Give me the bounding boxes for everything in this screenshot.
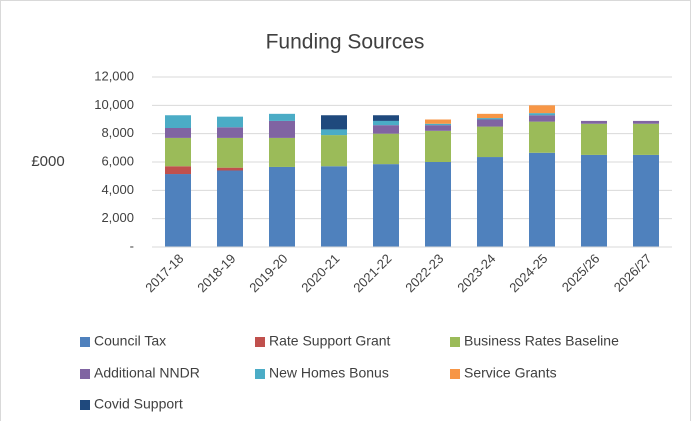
bar-segment: [425, 125, 451, 131]
bar-segment: [477, 126, 503, 158]
bar-segment: [217, 116, 243, 128]
bar-segment: [581, 154, 607, 247]
legend-label: Business Rates Baseline: [464, 333, 619, 349]
legend-swatch: [255, 369, 265, 379]
legend-swatch: [80, 337, 90, 347]
y-tick-label: 8,000: [101, 125, 134, 140]
legend-label: Rate Support Grant: [269, 333, 391, 349]
bar-segment: [425, 123, 451, 126]
bar-segment: [321, 129, 347, 136]
bar-segment: [477, 119, 503, 127]
bar-segment: [165, 115, 191, 128]
bar-segment: [373, 120, 399, 126]
bar-segment: [165, 137, 191, 167]
bar-segment: [269, 166, 295, 247]
legend-swatch: [450, 337, 460, 347]
legend-label: Council Tax: [94, 333, 166, 349]
bar-segment: [633, 154, 659, 247]
bar-segment: [165, 128, 191, 138]
bar-segment: [217, 167, 243, 171]
bar-segment: [633, 123, 659, 155]
bar-segment: [165, 174, 191, 247]
bar-segment: [425, 162, 451, 247]
legend-swatch: [80, 369, 90, 379]
bar-segment: [477, 157, 503, 247]
bar-segment: [269, 120, 295, 138]
bar-segment: [269, 113, 295, 121]
bar-segment: [477, 113, 503, 119]
legend-swatch: [450, 369, 460, 379]
bar-segment: [165, 166, 191, 175]
bar-segment: [529, 152, 555, 247]
bar-segment: [581, 123, 607, 155]
bar-segment: [477, 118, 503, 120]
y-tick-label: 2,000: [101, 210, 134, 225]
bar-segment: [529, 105, 555, 114]
bar-segment: [633, 120, 659, 124]
legend-label: Covid Support: [94, 396, 183, 412]
bar-segment: [217, 137, 243, 168]
chart-title: Funding Sources: [266, 31, 425, 54]
y-tick-label: 6,000: [101, 153, 134, 168]
legend-swatch: [80, 400, 90, 410]
bar-segment: [529, 121, 555, 153]
y-tick-label: 12,000: [94, 68, 134, 83]
bar-segment: [321, 135, 347, 167]
bar-segment: [581, 120, 607, 124]
y-tick-label: -: [130, 238, 134, 253]
bar-segment: [269, 137, 295, 167]
bar-segment: [373, 164, 399, 247]
bar-segment: [321, 166, 347, 247]
bar-segment: [425, 119, 451, 124]
bar-segment: [217, 170, 243, 247]
legend-label: Service Grants: [464, 365, 557, 381]
legend-label: Additional NNDR: [94, 365, 200, 381]
bar-segment: [529, 113, 555, 116]
bar-segment: [373, 133, 399, 165]
legend-label: New Homes Bonus: [269, 365, 389, 381]
bar-segment: [373, 125, 399, 134]
y-axis-label: £000: [31, 153, 64, 170]
bar-segment: [529, 115, 555, 122]
bar-segment: [217, 127, 243, 138]
bar-segment: [373, 115, 399, 121]
legend-swatch: [255, 337, 265, 347]
y-tick-label: 10,000: [94, 97, 134, 112]
bar-segment: [425, 130, 451, 162]
y-tick-label: 4,000: [101, 182, 134, 197]
bar-segment: [321, 115, 347, 130]
